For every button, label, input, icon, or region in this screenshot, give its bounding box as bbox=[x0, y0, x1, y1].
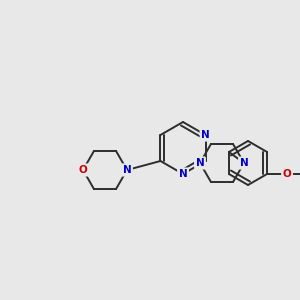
Text: O: O bbox=[283, 169, 291, 179]
Text: O: O bbox=[79, 165, 87, 175]
Text: N: N bbox=[196, 158, 204, 168]
Text: N: N bbox=[240, 158, 248, 168]
Text: N: N bbox=[123, 165, 131, 175]
Text: N: N bbox=[201, 130, 210, 140]
Text: N: N bbox=[178, 169, 188, 179]
